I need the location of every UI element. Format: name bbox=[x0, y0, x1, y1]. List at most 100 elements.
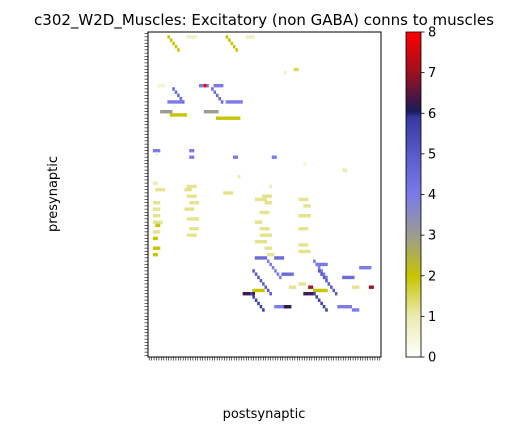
heatmap-cell bbox=[356, 308, 360, 312]
heatmap-cell bbox=[262, 210, 265, 215]
heatmap-cell bbox=[359, 266, 362, 270]
heatmap-cell bbox=[215, 93, 219, 98]
heatmap-cell bbox=[325, 262, 328, 267]
heatmap-cell bbox=[167, 35, 170, 39]
heatmap-cell bbox=[232, 45, 236, 49]
heatmap-cell bbox=[298, 249, 302, 254]
heatmap-cell bbox=[317, 269, 321, 273]
heatmap-cell bbox=[155, 201, 158, 205]
heatmap-cell bbox=[181, 113, 185, 117]
heatmap-cell bbox=[266, 259, 270, 263]
heatmap-cell bbox=[230, 100, 234, 104]
heatmap-cell bbox=[288, 305, 292, 309]
colorbar-gradient bbox=[405, 31, 422, 358]
heatmap-cell bbox=[274, 269, 277, 273]
heatmap-cell bbox=[220, 116, 224, 120]
heatmap-cell bbox=[269, 184, 272, 189]
heatmap-cell bbox=[262, 240, 265, 244]
heatmap-cell bbox=[320, 301, 323, 306]
heatmap-cell bbox=[257, 240, 260, 244]
heatmap-cell bbox=[155, 207, 158, 211]
heatmap-cell bbox=[266, 227, 270, 231]
heatmap-cell bbox=[189, 149, 192, 153]
heatmap-cell bbox=[276, 305, 280, 309]
heatmap-cell bbox=[191, 233, 195, 237]
heatmap-cell bbox=[155, 149, 158, 153]
heatmap-cell bbox=[172, 41, 175, 46]
heatmap-cell bbox=[298, 243, 302, 247]
heatmap-cell bbox=[303, 227, 306, 231]
heatmap-cell bbox=[181, 100, 185, 104]
heatmap-cell bbox=[330, 285, 333, 289]
heatmap-cell bbox=[259, 197, 263, 202]
heatmap-cell bbox=[152, 181, 156, 185]
colorbar-tick-label: 7 bbox=[428, 66, 436, 81]
colorbar-tick-label: 4 bbox=[428, 188, 436, 203]
heatmap-cell bbox=[303, 249, 306, 254]
heatmap-cell bbox=[220, 84, 224, 88]
heatmap-cell bbox=[160, 188, 163, 192]
heatmap-cell bbox=[364, 266, 367, 270]
heatmap-cell bbox=[186, 188, 190, 192]
heatmap-cell bbox=[354, 285, 357, 289]
heatmap-cell bbox=[300, 249, 304, 254]
heatmap-cell bbox=[220, 100, 224, 104]
heatmap-cell bbox=[232, 100, 236, 104]
heatmap-cell bbox=[186, 217, 190, 221]
heatmap-cell bbox=[286, 272, 289, 276]
heatmap-cell bbox=[223, 116, 226, 120]
heatmap-cell bbox=[252, 292, 255, 296]
heatmap-cell bbox=[347, 275, 350, 280]
heatmap-cell bbox=[303, 162, 306, 166]
heatmap-cell bbox=[279, 256, 282, 260]
heatmap-cell bbox=[293, 285, 297, 289]
heatmap-cell bbox=[300, 214, 304, 218]
heatmap-cell bbox=[162, 84, 166, 88]
heatmap-cell bbox=[155, 188, 158, 192]
heatmap-cell bbox=[259, 279, 263, 283]
heatmap-cell bbox=[344, 305, 348, 309]
heatmap-cell bbox=[274, 305, 277, 309]
heatmap-cell bbox=[191, 155, 195, 159]
heatmap-cell bbox=[349, 275, 353, 280]
heatmap-cell bbox=[264, 246, 268, 250]
heatmap-cell bbox=[291, 285, 294, 289]
heatmap-cell bbox=[264, 285, 268, 289]
heatmap-cell bbox=[283, 272, 287, 276]
heatmap-cell bbox=[313, 259, 316, 263]
heatmap-cell bbox=[194, 194, 197, 198]
heatmap-cell bbox=[206, 110, 209, 114]
heatmap-cell bbox=[169, 110, 173, 114]
heatmap-cell bbox=[269, 253, 272, 257]
heatmap-cell bbox=[317, 298, 321, 302]
heatmap-cell bbox=[203, 84, 207, 88]
heatmap-cell bbox=[152, 207, 156, 211]
heatmap-cell bbox=[271, 266, 275, 270]
heatmap-cell bbox=[155, 220, 158, 224]
heatmap-cell bbox=[194, 184, 197, 189]
heatmap-cell bbox=[361, 266, 365, 270]
heatmap-cell bbox=[257, 301, 260, 306]
heatmap-cell bbox=[155, 230, 158, 234]
heatmap-cell bbox=[266, 194, 270, 198]
heatmap-cell bbox=[162, 188, 166, 192]
heatmap-cell bbox=[264, 240, 268, 244]
heatmap-cell bbox=[194, 35, 197, 39]
heatmap-cell bbox=[215, 110, 219, 114]
heatmap-cell bbox=[169, 100, 173, 104]
x-axis-label: postsynaptic bbox=[223, 407, 306, 422]
heatmap-cell bbox=[344, 168, 348, 172]
heatmap-cell bbox=[266, 210, 270, 215]
heatmap-cell bbox=[164, 110, 168, 114]
heatmap-cell bbox=[351, 275, 355, 280]
heatmap-cell bbox=[259, 305, 263, 309]
heatmap-cell bbox=[160, 220, 163, 224]
heatmap-cell bbox=[269, 194, 272, 198]
colorbar-tick-label: 2 bbox=[428, 269, 436, 284]
heatmap-cell bbox=[213, 110, 217, 114]
heatmap-cell bbox=[325, 275, 328, 280]
heatmap-cell bbox=[152, 246, 156, 250]
heatmap-cell bbox=[276, 256, 280, 260]
heatmap-cell bbox=[332, 288, 336, 293]
heatmap-cell bbox=[228, 116, 231, 120]
